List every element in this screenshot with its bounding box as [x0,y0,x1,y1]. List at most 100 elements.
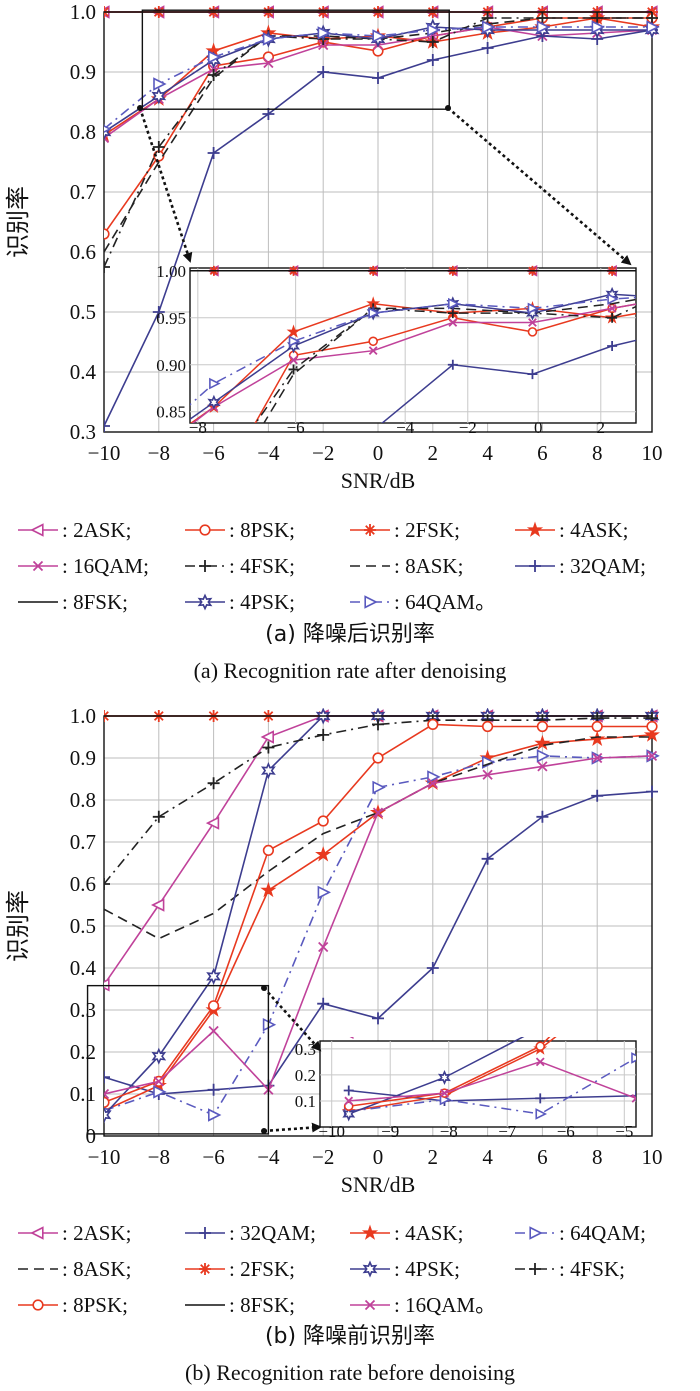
panel-a-zoom-connector [138,107,193,263]
panel-a-inset-point-64QAM [130,450,139,459]
panel-b-inset-series-line-4ASK [348,1037,557,1113]
panel-a-zoom-connector-anchor [445,105,451,111]
panel-a-legend-label-2ASK: : 2ASK; [62,518,131,542]
panel-b-point-4ASK [534,734,551,751]
panel-b-inset-point-8PSK [632,946,640,954]
panel-b-point-16QAM [104,1088,110,1100]
panel-b-inset-point-32QAM [535,1093,546,1104]
panel-a-inset-x-tick-label: −4 [396,418,415,437]
panel-a-inset-point-8PSK [368,336,378,347]
panel-b-y-axis-label: 识别率 [4,890,32,962]
panel-a-inset-x-tick-label: 2 [597,418,606,437]
panel-b-point-32QAM [372,1012,384,1025]
panel-b-inset-x-tick-label: −6 [557,1122,575,1141]
panel-a-legend-marker-32QAM [529,560,541,572]
panel-b-inset-series-line-32QAM [348,1089,636,1102]
panel-b-caption-en: (b) Recognition rate before denoising [185,1360,515,1385]
panel-a-point-64QAM [372,29,386,43]
panel-a-point-64QAM [536,20,551,34]
panel-a-series-line-64QAM [104,26,652,130]
panel-a-inset-point-16QAM [688,291,696,299]
panel-a-inset-point-64QAM [368,307,380,319]
panel-b-series-line-8ASK [104,736,652,940]
panel-a-inset-point-8PSK [527,327,538,337]
panel-b-point-64QAM [427,770,441,784]
panel-a-point-32QAM [262,108,275,120]
panel-a-x-tick-label: −6 [202,441,224,465]
panel-a-point-32QAM [152,306,165,318]
panel-b-point-32QAM [591,789,604,802]
panel-b-point-16QAM [318,941,329,953]
panel-a-legend: : 2ASK;: 8PSK;: 2FSK;: 4ASK;: 16QAM;: 4F… [18,518,646,614]
panel-a-inset-point-4PSK [687,294,697,305]
panel-a-legend-marker-4FSK [199,560,211,572]
panel-b-point-4FSK [372,718,384,731]
panel-b-inset-point-4FSK [344,966,354,976]
panel-b-inset-y-tick-label: 0.3 [295,1040,316,1059]
panel-a-point-4PSK [151,87,167,105]
panel-a-y-tick-label: 0.3 [70,420,96,444]
panel-b-point-32QAM [104,1071,110,1084]
panel-b-legend-label-8PSK: : 8PSK; [62,1293,128,1317]
panel-b-point-8PSK [208,1000,220,1012]
panel-b-point-16QAM [537,761,548,772]
panel-b-point-4PSK [104,1106,112,1124]
panel-a-legend-marker-2FSK [364,524,376,536]
panel-a-point-64QAM [591,20,605,34]
panel-b-x-tick-label: 4 [482,1145,493,1169]
panel-a-inset-x-tick-label: −6 [287,418,305,437]
panel-b-legend-marker-4FSK [529,1263,541,1275]
panel-b-point-2ASK [205,816,220,830]
panel-a-x-tick-label: −10 [88,441,121,465]
panel-b-point-64QAM [372,780,386,795]
panel-a-inset-y-tick-label: 0.85 [156,403,186,422]
panel-a-legend-label-32QAM: : 32QAM; [559,554,646,578]
panel-a-inset-point-32QAM [687,322,697,332]
panel-a-point-64QAM [208,50,222,64]
panel-b-y-tick-label: 0.8 [70,788,96,812]
panel-b-point-2ASK [260,730,275,744]
panel-b-inset-series-line-8PSK [348,1037,551,1107]
panel-a-legend-label-4ASK: : 4ASK; [559,518,628,542]
panel-a-point-32QAM [426,54,439,66]
panel-b-inset-series-line-16QAM [348,1061,636,1102]
panel-b-x-tick-label: −8 [148,1145,170,1169]
panel-b-point-4FSK [207,777,220,790]
panel-a-caption-cn: (a) 降噪后识别率 [265,622,435,647]
panel-b-legend-marker-4PSK [362,1260,378,1278]
panel-a-inset-point-4PSK [130,453,140,464]
panel-a-inset: −8 −6 −4 −2 0 2 0.85 0.90 0.95 1.00 [129,262,697,464]
panel-a-inset-x-tick-label: 0 [534,418,543,437]
panel-b-inset-series-line-4FSK [349,868,700,971]
panel-b-point-4PSK [151,1047,167,1065]
panel-a-x-tick-label: 4 [482,441,493,465]
panel-b-point-8PSK [427,718,439,731]
panel-b-inset-point-16QAM [440,1088,449,1098]
panel-b-point-4FSK [104,878,110,890]
panel-b-inset-series-line-8ASK [349,879,700,1004]
panel-b-zoom-region [86,984,270,1135]
panel-b-zoom-connector-anchor [261,985,267,991]
panel-b-point-32QAM [646,785,658,798]
panel-b-inset-series-line-4PSK [348,1037,525,1115]
panel-b-inset-point-32QAM [343,1085,354,1096]
panel-b-inset-x-tick-label: −8 [440,1122,458,1141]
panel-b-inset-point-2FSK [439,861,449,871]
panel-a-legend-marker-8PSK [199,524,211,536]
panel-a-y-tick-label: 1.0 [70,0,96,24]
panel-b-x-tick-label: 2 [428,1145,439,1169]
panel-a-point-4FSK [104,261,110,273]
panel-b-point-64QAM [208,1108,222,1122]
panel-b-caption-cn: (b) 降噪前识别率 [265,1324,435,1349]
panel-a-point-32QAM [104,420,110,432]
panel-b-point-8PSK [646,720,658,733]
panel-b-legend-label-8FSK: : 8FSK; [229,1293,295,1317]
panel-a-point-64QAM [104,125,112,133]
panel-a-inset-point-32QAM [368,426,378,436]
panel-b-legend-label-8ASK: : 8ASK; [62,1257,131,1281]
panel-a-x-tick-label: 10 [642,441,663,465]
panel-a-inset-point-2ASK [129,266,138,275]
panel-a-caption-en: (a) Recognition rate after denoising [194,658,507,683]
panel-b-zoom-connector [263,1122,322,1133]
panel-b-point-2ASK [151,898,165,912]
